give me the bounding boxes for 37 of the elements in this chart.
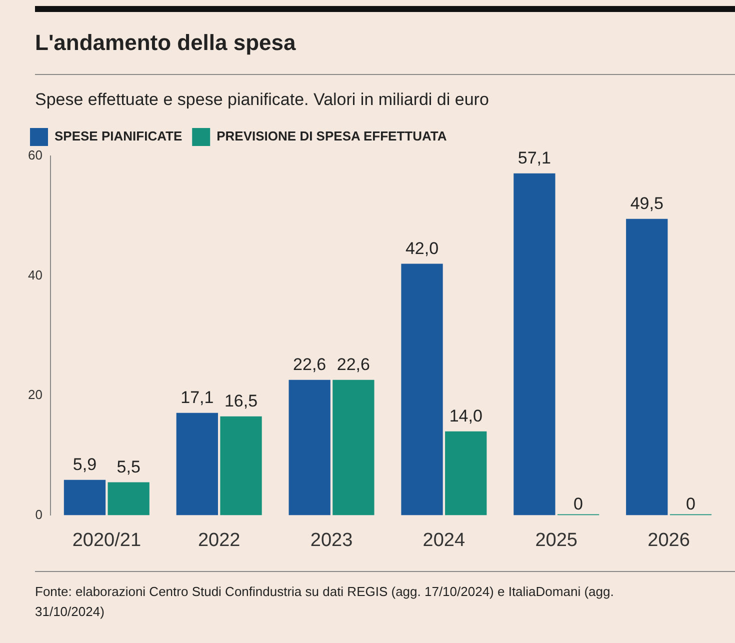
data-label: 14,0 (449, 406, 482, 426)
data-label: 16,5 (224, 392, 258, 411)
data-label: 0 (686, 494, 696, 514)
bar (176, 412, 218, 516)
x-tick-label: 2024 (422, 530, 466, 551)
x-tick-label: 2020/21 (72, 530, 142, 551)
y-tick-label: 40 (28, 267, 42, 282)
x-tick-label: 2023 (310, 530, 353, 551)
data-label: 57,1 (518, 148, 551, 168)
data-label: 49,5 (630, 194, 664, 214)
y-tick-label: 20 (28, 387, 42, 402)
bar (288, 380, 330, 516)
chart-title: L'andamento della spesa (35, 30, 296, 56)
y-tick-label: 60 (28, 148, 42, 163)
y-tick-label: 0 (35, 506, 42, 522)
data-label: 5,9 (72, 455, 97, 474)
bar (514, 173, 556, 516)
legend-label: PREVISIONE DI SPESA EFFETTUATA (216, 128, 448, 144)
x-tick-label: 2022 (198, 530, 240, 551)
data-label: 5,5 (116, 457, 140, 476)
data-label: 17,1 (180, 388, 214, 408)
bar (332, 380, 374, 516)
data-label: 22,6 (293, 355, 326, 374)
bar (220, 416, 262, 516)
data-label: 22,6 (336, 355, 370, 374)
bar (64, 480, 106, 516)
bar (401, 264, 443, 516)
bar (445, 431, 487, 516)
legend-label: SPESE PIANIFICATE (54, 128, 182, 144)
data-label: 42,0 (405, 238, 439, 258)
chart-subtitle: Spese effettuate e spese pianificate. Valori in miliardi di euro (35, 90, 489, 110)
x-tick-label: 2026 (648, 530, 690, 551)
source-note: Fonte: elaborazioni Centro Studi Confindustria su dati REGIS (agg. 17/10/2024) e ItaliaDomani (agg. 31/10/2024) (35, 583, 615, 621)
bar (626, 218, 668, 516)
bar (108, 482, 150, 516)
data-label: 0 (574, 494, 584, 514)
x-tick-label: 2025 (535, 530, 578, 551)
